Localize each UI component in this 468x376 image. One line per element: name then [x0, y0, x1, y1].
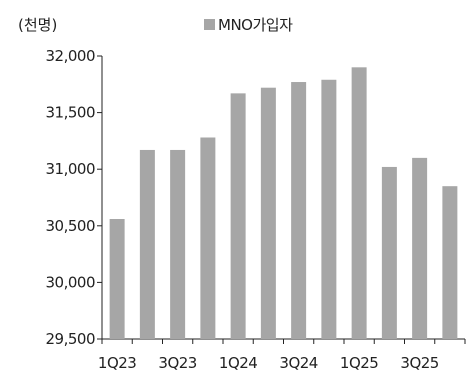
y-tick-label: 30,500 [46, 217, 96, 235]
x-tick-label: 3Q24 [279, 354, 317, 372]
bar-3Q25 [412, 157, 428, 339]
bar-2Q24 [260, 87, 276, 339]
y-tick-label: 31,500 [46, 104, 96, 122]
y-tick-label: 31,000 [46, 160, 96, 178]
x-tick-label: 1Q23 [98, 354, 136, 372]
y-tick-label: 29,500 [46, 330, 96, 348]
bar-2Q23 [139, 149, 155, 339]
x-tick-label: 3Q25 [400, 354, 438, 372]
y-axis-unit-label: (천명) [18, 16, 57, 34]
bar-1Q25 [351, 67, 367, 339]
bar-3Q23 [170, 149, 186, 339]
x-axis-ticks: 1Q23 3Q23 1Q24 3Q24 1Q25 3Q25 [98, 339, 466, 372]
x-tick-label: 1Q25 [340, 354, 378, 372]
y-axis-ticks: 32,000 31,500 31,000 30,500 30,000 29,500 [46, 47, 102, 348]
bar-4Q23 [200, 137, 216, 339]
y-tick-label: 30,000 [46, 273, 96, 291]
bar-3Q24 [291, 82, 307, 339]
bars [109, 67, 458, 339]
legend: MNO가입자 [204, 16, 294, 34]
legend-label: MNO가입자 [218, 16, 293, 34]
bar-4Q24 [321, 79, 337, 339]
x-tick-label: 3Q23 [158, 354, 196, 372]
y-tick-label: 32,000 [46, 47, 96, 65]
x-tick-label: 1Q24 [219, 354, 257, 372]
bar-1Q23 [109, 219, 125, 339]
bar-2Q25 [381, 166, 397, 339]
bar-1Q24 [230, 93, 246, 339]
legend-swatch [204, 19, 215, 30]
bar-4Q25 [442, 186, 458, 339]
